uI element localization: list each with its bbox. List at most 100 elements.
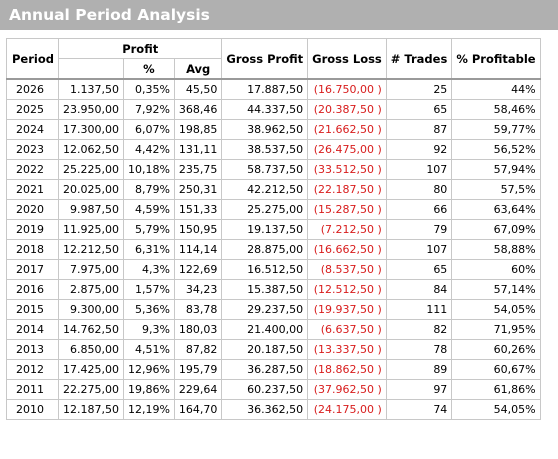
header-trades[interactable]: # Trades	[385, 38, 453, 80]
cell-pct-profitable: 44%	[451, 78, 541, 100]
table-row[interactable]: 2023 12.062,50 4,42% 131,11 38.537,50 (26.475…	[6, 139, 541, 160]
table-row[interactable]: 2025 23.950,00 7,92% 368,46 44.337,50 (20.387…	[6, 99, 541, 120]
cell-period: 2023	[6, 139, 59, 160]
table-row[interactable]: 2012 17.425,00 12,96% 195,79 36.287,50 (18.86…	[6, 359, 541, 380]
cell-period: 2021	[6, 179, 59, 200]
table-row[interactable]: 2016 2.875,00 1,57% 34,23 15.387,50 (12.512,5…	[6, 279, 541, 300]
cell-trades: 74	[385, 399, 453, 420]
header-profit-avg[interactable]: Avg	[173, 58, 223, 80]
cell-pct-profitable: 57,14%	[451, 279, 541, 300]
cell-gross-profit: 60.237,50	[221, 379, 309, 400]
cell-profit: 25.225,00	[57, 159, 124, 180]
cell-profit-avg: 250,31	[173, 179, 223, 200]
cell-trades: 78	[385, 339, 453, 360]
cell-trades: 66	[385, 199, 453, 220]
cell-profit-avg: 87,82	[173, 339, 223, 360]
header-gross-profit[interactable]: Gross Profit	[221, 38, 309, 80]
cell-pct-profitable: 71,95%	[451, 319, 541, 340]
cell-gross-loss: (33.512,50 )	[307, 159, 387, 180]
cell-profit: 12.212,50	[57, 239, 124, 260]
cell-trades: 65	[385, 259, 453, 280]
cell-trades: 89	[385, 359, 453, 380]
cell-gross-profit: 17.887,50	[221, 78, 309, 100]
header-profit[interactable]: Profit	[57, 38, 223, 59]
cell-period: 2025	[6, 99, 59, 120]
cell-profit-avg: 131,11	[173, 139, 223, 160]
cell-period: 2022	[6, 159, 59, 180]
cell-profit-pct: 19,86%	[122, 379, 175, 400]
cell-trades: 65	[385, 99, 453, 120]
cell-gross-profit: 42.212,50	[221, 179, 309, 200]
table-row[interactable]: 2013 6.850,00 4,51% 87,82 20.187,50 (13.337,5…	[6, 339, 541, 360]
header-period[interactable]: Period	[6, 38, 59, 80]
cell-profit-avg: 198,85	[173, 119, 223, 140]
table-row[interactable]: 2014 14.762,50 9,3% 180,03 21.400,00 (6.637,5…	[6, 319, 541, 340]
cell-trades: 107	[385, 159, 453, 180]
header-gross-loss[interactable]: Gross Loss	[307, 38, 387, 80]
cell-pct-profitable: 57,5%	[451, 179, 541, 200]
cell-pct-profitable: 63,64%	[451, 199, 541, 220]
table-row[interactable]: 2010 12.187,50 12,19% 164,70 36.362,50 (24.17…	[6, 399, 541, 420]
window-title: Annual Period Analysis	[0, 0, 558, 30]
cell-gross-profit: 29.237,50	[221, 299, 309, 320]
cell-gross-loss: (21.662,50 )	[307, 119, 387, 140]
cell-profit-avg: 368,46	[173, 99, 223, 120]
cell-pct-profitable: 60,26%	[451, 339, 541, 360]
cell-profit-avg: 83,78	[173, 299, 223, 320]
cell-trades: 111	[385, 299, 453, 320]
cell-trades: 107	[385, 239, 453, 260]
cell-profit-avg: 164,70	[173, 399, 223, 420]
table-row[interactable]: 2024 17.300,00 6,07% 198,85 38.962,50 (21.662…	[6, 119, 541, 140]
cell-profit-pct: 5,79%	[122, 219, 175, 240]
table-row[interactable]: 2022 25.225,00 10,18% 235,75 58.737,50 (33.51…	[6, 159, 541, 180]
cell-pct-profitable: 58,88%	[451, 239, 541, 260]
cell-period: 2019	[6, 219, 59, 240]
cell-profit-pct: 4,42%	[122, 139, 175, 160]
cell-profit-pct: 9,3%	[122, 319, 175, 340]
cell-gross-profit: 21.400,00	[221, 319, 309, 340]
cell-gross-profit: 36.287,50	[221, 359, 309, 380]
cell-profit-pct: 1,57%	[122, 279, 175, 300]
cell-profit: 20.025,00	[57, 179, 124, 200]
cell-profit-pct: 4,51%	[122, 339, 175, 360]
cell-period: 2020	[6, 199, 59, 220]
cell-trades: 97	[385, 379, 453, 400]
cell-gross-profit: 16.512,50	[221, 259, 309, 280]
cell-trades: 79	[385, 219, 453, 240]
cell-gross-profit: 20.187,50	[221, 339, 309, 360]
table-row[interactable]: 2026 1.137,50 0,35% 45,50 17.887,50 (16.750,0…	[6, 78, 541, 100]
table-row[interactable]: 2011 22.275,00 19,86% 229,64 60.237,50 (37.96…	[6, 379, 541, 400]
cell-profit-pct: 4,59%	[122, 199, 175, 220]
table-row[interactable]: 2019 11.925,00 5,79% 150,95 19.137,50 (7.212,…	[6, 219, 541, 240]
table-row[interactable]: 2018 12.212,50 6,31% 114,14 28.875,00 (16.662…	[6, 239, 541, 260]
cell-profit: 22.275,00	[57, 379, 124, 400]
cell-profit-avg: 34,23	[173, 279, 223, 300]
table-row[interactable]: 2020 9.987,50 4,59% 151,33 25.275,00 (15.287,…	[6, 199, 541, 220]
cell-profit: 9.987,50	[57, 199, 124, 220]
cell-profit-avg: 151,33	[173, 199, 223, 220]
cell-trades: 82	[385, 319, 453, 340]
cell-profit: 9.300,00	[57, 299, 124, 320]
cell-gross-loss: (6.637,50 )	[307, 319, 387, 340]
cell-profit-avg: 150,95	[173, 219, 223, 240]
cell-profit-pct: 6,31%	[122, 239, 175, 260]
cell-profit-pct: 12,19%	[122, 399, 175, 420]
cell-gross-profit: 25.275,00	[221, 199, 309, 220]
cell-profit-pct: 8,79%	[122, 179, 175, 200]
table-row[interactable]: 2015 9.300,00 5,36% 83,78 29.237,50 (19.937,5…	[6, 299, 541, 320]
header-profit-pct[interactable]: %	[122, 58, 175, 80]
cell-trades: 80	[385, 179, 453, 200]
cell-profit-pct: 5,36%	[122, 299, 175, 320]
cell-pct-profitable: 56,52%	[451, 139, 541, 160]
cell-pct-profitable: 58,46%	[451, 99, 541, 120]
table-row[interactable]: 2021 20.025,00 8,79% 250,31 42.212,50 (22.187…	[6, 179, 541, 200]
cell-pct-profitable: 54,05%	[451, 299, 541, 320]
cell-gross-profit: 38.962,50	[221, 119, 309, 140]
cell-gross-profit: 58.737,50	[221, 159, 309, 180]
table-row[interactable]: 2017 7.975,00 4,3% 122,69 16.512,50 (8.537,50…	[6, 259, 541, 280]
cell-pct-profitable: 59,77%	[451, 119, 541, 140]
cell-profit: 14.762,50	[57, 319, 124, 340]
cell-gross-loss: (12.512,50 )	[307, 279, 387, 300]
header-pct-profitable[interactable]: % Profitable	[451, 38, 541, 80]
cell-pct-profitable: 54,05%	[451, 399, 541, 420]
